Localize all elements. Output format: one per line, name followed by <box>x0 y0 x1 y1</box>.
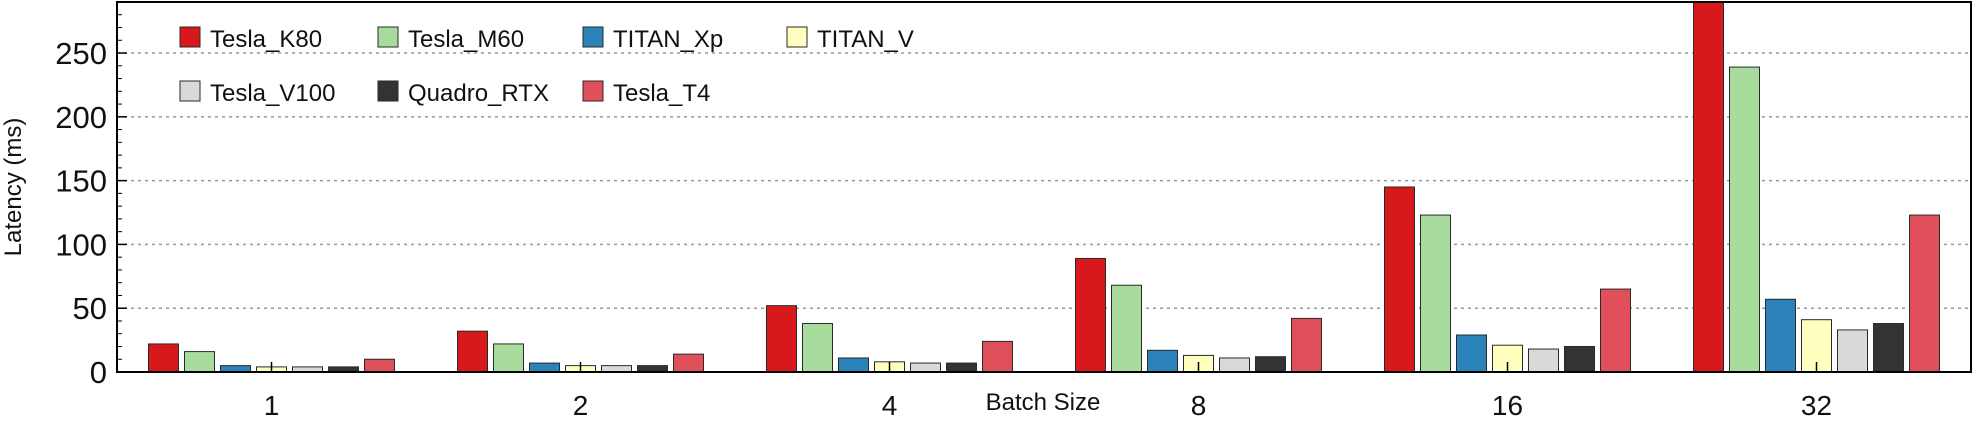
bar-quadro_rtx-4 <box>946 362 977 373</box>
bar-tesla_k80-32 <box>1693 1 1724 373</box>
x-tick-label: 2 <box>573 390 589 421</box>
legend-label-titan_xp: TITAN_Xp <box>613 26 723 53</box>
bar-tesla_k80-2 <box>457 330 488 373</box>
bar-tesla_t4-32 <box>1909 214 1940 373</box>
legend-swatch-tesla_k80 <box>179 26 201 48</box>
bar-tesla_t4-8 <box>1291 317 1322 373</box>
legend-label-tesla_k80: Tesla_K80 <box>210 26 322 53</box>
bar-quadro_rtx-16 <box>1564 345 1595 373</box>
bar-quadro_rtx-32 <box>1873 323 1904 373</box>
plot-frame <box>116 1 1972 373</box>
bar-titan_xp-16 <box>1456 334 1487 373</box>
bar-titan_xp-32 <box>1765 298 1796 373</box>
bar-tesla_m60-32 <box>1729 66 1760 373</box>
bar-tesla_m60-2 <box>493 343 524 373</box>
x-tick-label: 32 <box>1801 390 1832 421</box>
y-tick-label: 150 <box>55 164 107 199</box>
x-axis-label: Batch Size <box>986 389 1101 416</box>
y-axis-label: Latency (ms) <box>0 118 27 257</box>
bar-titan_xp-8 <box>1147 349 1178 373</box>
legend: Tesla_K80 Tesla_M60 TITAN_Xp TITAN_V Tesla_V… <box>179 26 914 107</box>
bar-tesla_k80-16 <box>1384 186 1415 373</box>
bar-titan_xp-4 <box>838 357 869 373</box>
bar-tesla_t4-16 <box>1600 288 1631 373</box>
x-tick-label: 1 <box>264 390 280 421</box>
bar-tesla_v100-4 <box>910 362 941 373</box>
bars <box>148 1 1940 373</box>
bar-tesla_v100-8 <box>1219 357 1250 373</box>
bar-tesla_k80-1 <box>148 343 179 373</box>
y-tick-label: 200 <box>55 100 107 135</box>
legend-swatch-titan_v <box>786 26 808 48</box>
bar-tesla_t4-1 <box>364 358 395 373</box>
y-tick-label: 100 <box>55 227 107 262</box>
legend-swatch-tesla_m60 <box>377 26 399 48</box>
y-tick-label: 50 <box>73 291 107 326</box>
bar-tesla_m60-16 <box>1420 214 1451 373</box>
bar-quadro_rtx-8 <box>1255 356 1286 373</box>
bar-tesla_v100-16 <box>1528 348 1559 373</box>
x-tick-label: 8 <box>1191 390 1207 421</box>
legend-swatch-quadro_rtx <box>377 80 399 102</box>
bar-tesla_m60-4 <box>802 323 833 373</box>
legend-label-tesla_t4: Tesla_T4 <box>613 80 710 107</box>
y-tick-label: 250 <box>55 36 107 71</box>
x-tick-label: 16 <box>1492 390 1523 421</box>
bar-tesla_k80-8 <box>1075 257 1106 373</box>
legend-label-tesla_m60: Tesla_M60 <box>408 26 524 53</box>
y-axis: 0 50 100 150 200 250 <box>55 14 127 390</box>
bar-tesla_k80-4 <box>766 305 797 373</box>
bar-tesla_m60-8 <box>1111 284 1142 373</box>
legend-label-tesla_v100: Tesla_V100 <box>210 80 335 107</box>
bar-tesla_t4-4 <box>982 340 1013 373</box>
bar-tesla_v100-32 <box>1837 329 1868 373</box>
legend-label-quadro_rtx: Quadro_RTX <box>408 80 549 107</box>
legend-swatch-titan_xp <box>582 26 604 48</box>
x-tick-label: 4 <box>882 390 898 421</box>
bar-tesla_t4-2 <box>673 353 704 373</box>
legend-swatch-tesla_v100 <box>179 80 201 102</box>
bar-titan_xp-2 <box>529 362 560 373</box>
legend-label-titan_v: TITAN_V <box>817 26 914 53</box>
bar-tesla_m60-1 <box>184 351 215 373</box>
x-axis: 1 2 4 8 16 32 <box>264 362 1832 421</box>
y-tick-label: 0 <box>90 355 107 390</box>
legend-swatch-tesla_t4 <box>582 80 604 102</box>
grid-lines <box>117 52 1971 309</box>
